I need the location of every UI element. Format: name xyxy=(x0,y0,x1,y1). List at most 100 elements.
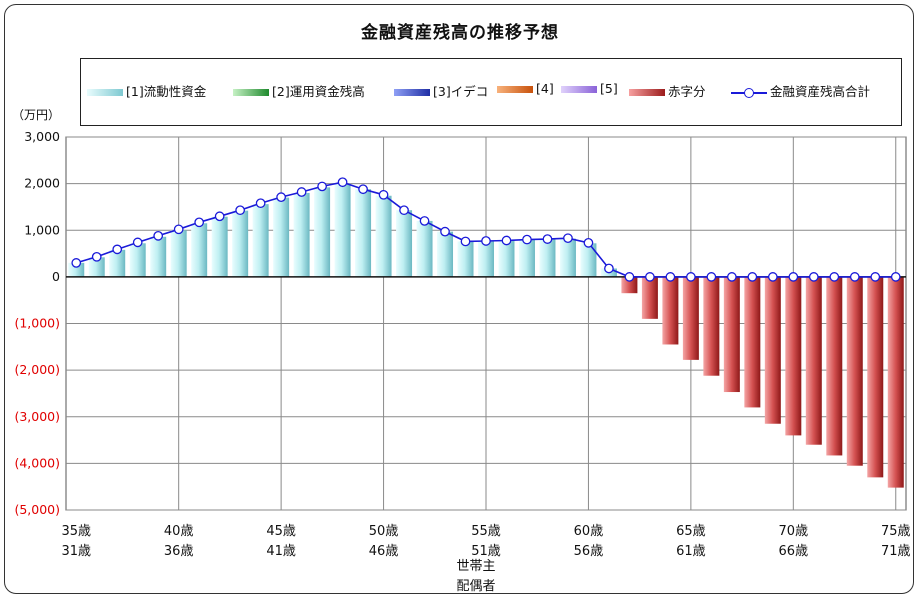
total-point xyxy=(747,272,758,282)
total-point xyxy=(317,181,327,192)
legend-label-invest: [2]運用資金残高 xyxy=(272,84,365,99)
legend-swatch-ideco xyxy=(394,89,430,96)
bar-liquid xyxy=(437,231,454,277)
total-point xyxy=(604,263,614,274)
x-tick-label: 60歳 xyxy=(573,524,604,539)
bar-deficit xyxy=(703,276,720,376)
bar-liquid xyxy=(293,192,310,277)
legend-line-total xyxy=(731,87,767,99)
bar-liquid xyxy=(129,243,146,277)
legend-label-5: [5] xyxy=(600,81,618,96)
legend-item-deficit: 赤字分 xyxy=(629,81,706,99)
legend-swatch-4 xyxy=(497,86,533,93)
bar-deficit xyxy=(846,276,863,466)
total-point xyxy=(706,272,717,282)
total-point xyxy=(563,233,573,244)
y-tick-label: (2,000) xyxy=(14,362,60,377)
total-point xyxy=(542,234,553,244)
bar-liquid xyxy=(252,204,269,277)
bar-liquid xyxy=(273,197,290,277)
chart-title: 金融資産残高の推移予想 xyxy=(361,23,559,43)
bar-liquid xyxy=(396,210,413,277)
total-point xyxy=(173,224,184,235)
bar-deficit xyxy=(867,276,884,478)
bar-liquid xyxy=(498,240,515,277)
x-tick-label-secondary: 56歳 xyxy=(573,544,604,559)
total-point xyxy=(214,211,225,222)
total-point xyxy=(460,236,471,247)
total-point xyxy=(153,230,164,241)
legend-swatch-deficit xyxy=(629,89,665,96)
total-point xyxy=(870,272,881,282)
x-tick-label: 40歳 xyxy=(163,524,194,539)
legend-label-4: [4] xyxy=(536,81,554,96)
total-point xyxy=(767,272,778,282)
bar-deficit xyxy=(764,276,781,424)
bar-liquid xyxy=(314,187,331,277)
x-tick-label-secondary: 61歳 xyxy=(676,544,706,559)
bar-deficit xyxy=(621,276,638,294)
legend-label-liquid: [1]流動性資金 xyxy=(126,84,207,99)
bar-liquid xyxy=(170,230,187,277)
legend-swatch-liquid xyxy=(87,89,123,96)
bar-liquid xyxy=(191,223,208,277)
y-tick-label: 2,000 xyxy=(24,176,60,191)
y-tick-label: (1,000) xyxy=(14,316,60,331)
bar-deficit xyxy=(682,276,699,360)
total-point xyxy=(71,258,82,268)
x-tick-label-secondary: 66歳 xyxy=(778,544,809,559)
total-point xyxy=(624,272,635,282)
total-point xyxy=(686,272,696,282)
bar-liquid xyxy=(518,239,535,277)
bar-deficit xyxy=(887,276,904,488)
bar-liquid xyxy=(580,243,597,277)
bar-deficit xyxy=(744,276,761,408)
bar-liquid xyxy=(109,249,126,277)
bar-liquid xyxy=(457,241,474,277)
bar-deficit xyxy=(805,276,822,445)
row-label-head: 世帯主 xyxy=(456,559,496,574)
legend-item-liquid: [1]流動性資金 xyxy=(87,81,207,99)
total-point xyxy=(255,198,266,209)
total-point xyxy=(645,272,655,282)
total-point xyxy=(788,272,799,282)
x-tick-label-secondary: 46歳 xyxy=(368,544,399,559)
x-tick-label-secondary: 36歳 xyxy=(163,544,194,559)
x-tick-label-secondary: 71歳 xyxy=(880,544,911,559)
row-label-spouse: 配偶者 xyxy=(456,579,496,594)
total-point xyxy=(522,234,532,245)
bar-liquid xyxy=(232,210,249,277)
x-tick-label: 45歳 xyxy=(266,524,296,539)
x-tick-label: 35歳 xyxy=(61,524,92,539)
bar-liquid xyxy=(478,241,494,277)
y-tick-label: 1,000 xyxy=(24,222,60,237)
bar-liquid xyxy=(355,189,372,277)
x-tick-label-secondary: 51歳 xyxy=(471,544,501,559)
total-point xyxy=(276,192,286,202)
legend-swatch-5 xyxy=(561,86,597,93)
total-point xyxy=(419,216,430,226)
total-point xyxy=(501,235,512,246)
bar-liquid xyxy=(211,216,228,277)
total-point xyxy=(481,236,491,246)
x-tick-label: 50歳 xyxy=(368,524,399,539)
x-tick-label: 55歳 xyxy=(471,524,501,539)
legend-item-4: [4] xyxy=(497,81,554,97)
legend-item-ideco: [3]イデコ xyxy=(394,81,489,99)
legend-swatch-invest xyxy=(233,89,269,96)
legend-label-deficit: 赤字分 xyxy=(668,84,706,99)
total-point xyxy=(890,272,901,282)
x-tick-label: 70歳 xyxy=(778,524,809,539)
bar-liquid xyxy=(559,238,576,277)
bar-liquid xyxy=(150,236,167,277)
total-point xyxy=(665,272,676,282)
chart-legend: [1]流動性資金 [2]運用資金残高 [3]イデコ [4] [5] 赤字分 金融… xyxy=(80,58,902,126)
y-tick-label: 0 xyxy=(52,269,60,284)
legend-item-5: [5] xyxy=(561,81,618,97)
total-point xyxy=(235,205,245,216)
total-point xyxy=(829,272,840,282)
total-point xyxy=(583,237,594,248)
legend-item-total: 金融資産残高合計 xyxy=(731,81,870,99)
legend-label-ideco: [3]イデコ xyxy=(433,84,489,99)
